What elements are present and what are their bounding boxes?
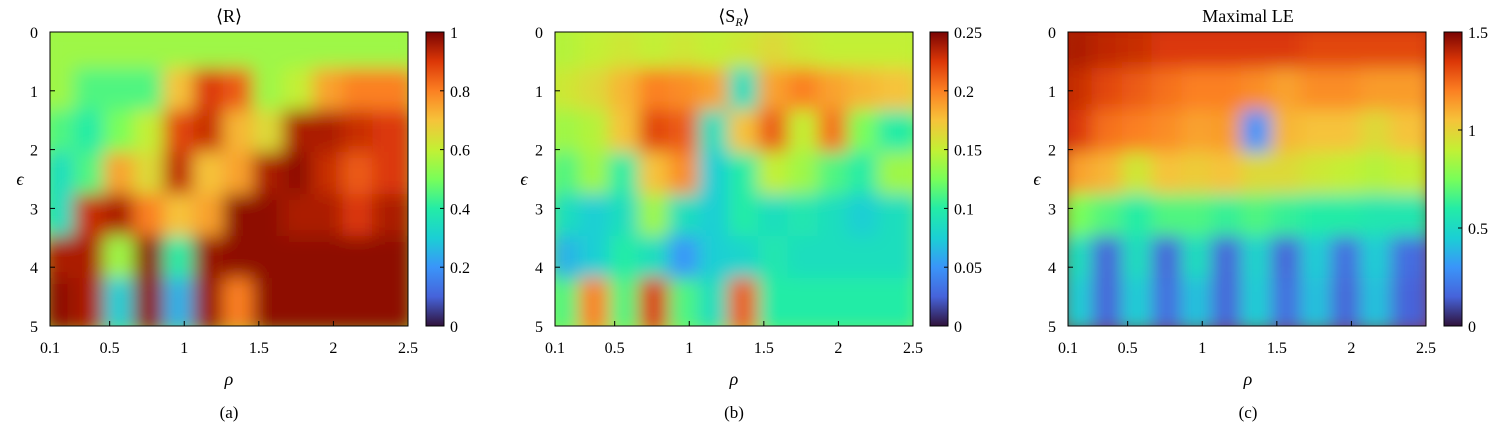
panel-c-heatmap xyxy=(1068,32,1426,326)
colorbar-tick-label: 1.5 xyxy=(1468,25,1488,42)
y-tick-label: 0 xyxy=(535,25,543,42)
panel-a-y-ticks: 0 1 2 3 4 5 xyxy=(30,25,55,336)
panel-c-colorbar: 0 0.5 1 1.5 xyxy=(1443,25,1488,336)
x-tick-label: 0.1 xyxy=(40,340,60,357)
panel-c-ylabel: ϵ xyxy=(1033,169,1041,189)
panel-c-caption: (c) xyxy=(1239,403,1258,422)
panel-b-colorbar: 0 0.05 0.1 0.15 0.2 0.25 xyxy=(929,25,982,336)
colorbar-frame xyxy=(425,31,445,327)
colorbar-tick-label: 0.4 xyxy=(450,201,470,218)
panel-c-xlabel: ρ xyxy=(1243,369,1253,389)
x-tick-label: 1 xyxy=(1198,340,1206,357)
panel-b-y-ticks: 0 1 2 3 4 5 xyxy=(535,25,560,336)
colorbar-tick-label: 0 xyxy=(954,319,962,336)
panel-b-x-ticks: 0.1 0.5 1 1.5 2 2.5 xyxy=(545,321,923,357)
panel-c: Maximal LE 0.1 0.5 1 1.5 2 2.5 0 1 2 3 4 5 ρ ϵ 0 0.… xyxy=(1033,6,1488,422)
colorbar-tick-label: 1 xyxy=(1468,123,1476,140)
panel-c-y-ticks: 0 1 2 3 4 5 xyxy=(1048,25,1073,336)
x-tick-label: 1 xyxy=(685,340,693,357)
y-tick-label: 5 xyxy=(1048,319,1056,336)
colorbar-gradient xyxy=(930,32,948,326)
x-tick-label: 0.1 xyxy=(545,340,565,357)
x-tick-label: 2.5 xyxy=(903,340,923,357)
heatmap-cell xyxy=(372,278,408,326)
panel-a-plot-frame xyxy=(49,31,409,327)
y-tick-label: 2 xyxy=(535,143,543,160)
panel-b-title: ⟨SR⟩ xyxy=(718,6,749,29)
x-tick-label: 2 xyxy=(329,340,337,357)
colorbar-tick-label: 0.05 xyxy=(954,260,982,277)
panel-a-heatmap xyxy=(50,32,408,326)
x-tick-label: 0.5 xyxy=(605,340,625,357)
y-tick-label: 0 xyxy=(30,25,38,42)
panel-b-ylabel: ϵ xyxy=(520,169,528,189)
colorbar-tick-label: 0.8 xyxy=(450,84,470,101)
y-tick-label: 2 xyxy=(30,143,38,160)
y-tick-label: 5 xyxy=(30,319,38,336)
colorbar-tick-label: 1 xyxy=(450,25,458,42)
panel-a-ylabel: ϵ xyxy=(16,169,24,189)
y-tick-label: 4 xyxy=(1048,260,1056,277)
x-tick-label: 2 xyxy=(1347,340,1355,357)
colorbar-tick-label: 0.6 xyxy=(450,143,470,160)
x-tick-label: 2.5 xyxy=(1416,340,1436,357)
x-tick-label: 1 xyxy=(180,340,188,357)
panel-b-plot-frame xyxy=(554,31,914,327)
panel-a-x-ticks: 0.1 0.5 1 1.5 2 2.5 xyxy=(40,321,418,357)
y-tick-label: 3 xyxy=(535,201,543,218)
x-tick-label: 1.5 xyxy=(754,340,774,357)
panel-a-colorbar: 0 0.2 0.4 0.6 0.8 1 xyxy=(425,25,470,336)
panel-a: ⟨R⟩ 0.1 0.5 1 1.5 2 2.5 0 1 2 3 4 5 ρ ϵ 0 0.2 0.4 0.6… xyxy=(16,6,470,422)
panel-c-x-ticks: 0.1 0.5 1 1.5 2 2.5 xyxy=(1058,321,1436,357)
y-tick-label: 1 xyxy=(535,84,543,101)
panel-a-xlabel: ρ xyxy=(224,369,234,389)
y-tick-label: 3 xyxy=(1048,201,1056,218)
colorbar-frame xyxy=(929,31,949,327)
y-tick-label: 5 xyxy=(535,319,543,336)
x-tick-label: 2.5 xyxy=(398,340,418,357)
y-tick-label: 2 xyxy=(1048,143,1056,160)
heatmap-cell xyxy=(877,278,913,326)
x-tick-label: 0.5 xyxy=(1118,340,1138,357)
x-tick-label: 0.5 xyxy=(100,340,120,357)
x-tick-label: 0.1 xyxy=(1058,340,1078,357)
panel-b-xlabel: ρ xyxy=(729,369,739,389)
colorbar-frame xyxy=(1443,31,1463,327)
y-tick-label: 3 xyxy=(30,201,38,218)
panel-b-caption: (b) xyxy=(724,403,744,422)
colorbar-tick-label: 0 xyxy=(1468,319,1476,336)
colorbar-tick-label: 0.5 xyxy=(1468,221,1488,238)
colorbar-tick-label: 0.2 xyxy=(450,260,470,277)
y-tick-label: 0 xyxy=(1048,25,1056,42)
colorbar-tick-label: 0.25 xyxy=(954,25,982,42)
x-tick-label: 1.5 xyxy=(1267,340,1287,357)
colorbar-tick-label: 0.1 xyxy=(954,201,974,218)
colorbar-gradient xyxy=(426,32,444,326)
x-tick-label: 1.5 xyxy=(249,340,269,357)
colorbar-tick-label: 0.15 xyxy=(954,143,982,160)
y-tick-label: 1 xyxy=(1048,84,1056,101)
colorbar-gradient xyxy=(1444,32,1462,326)
colorbar-tick-label: 0 xyxy=(450,319,458,336)
y-tick-label: 4 xyxy=(30,260,38,277)
x-tick-label: 2 xyxy=(834,340,842,357)
panel-b-heatmap xyxy=(555,32,913,326)
panel-c-title: Maximal LE xyxy=(1202,6,1293,26)
heatmap-cell xyxy=(1390,278,1426,326)
y-tick-label: 1 xyxy=(30,84,38,101)
colorbar-tick-label: 0.2 xyxy=(954,84,974,101)
panel-a-caption: (a) xyxy=(220,403,239,422)
y-tick-label: 4 xyxy=(535,260,543,277)
panel-a-title: ⟨R⟩ xyxy=(216,6,242,26)
panel-c-plot-frame xyxy=(1067,31,1427,327)
